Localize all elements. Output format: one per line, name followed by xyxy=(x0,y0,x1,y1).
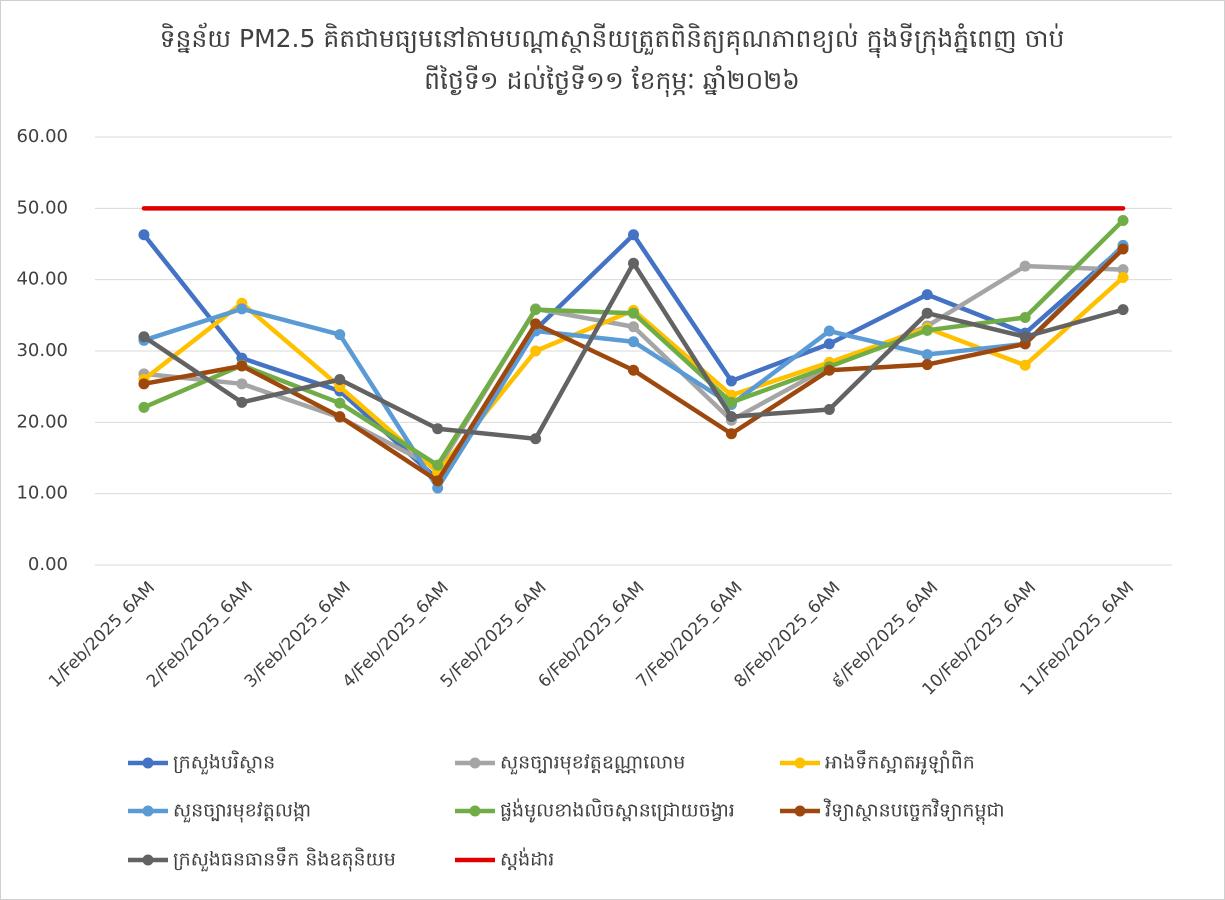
legend-label: ក្រសួងបរិស្ថាន xyxy=(173,750,275,776)
point xyxy=(1117,214,1129,226)
point xyxy=(138,229,150,241)
point xyxy=(1019,331,1031,343)
point xyxy=(334,411,346,423)
point xyxy=(334,397,346,409)
point xyxy=(236,396,248,408)
point xyxy=(530,304,542,316)
point xyxy=(334,329,346,341)
point xyxy=(1117,304,1129,316)
point xyxy=(1117,243,1129,255)
point xyxy=(1019,260,1031,272)
point xyxy=(921,289,933,301)
point xyxy=(1117,272,1129,284)
point xyxy=(921,349,933,361)
point xyxy=(1117,264,1129,276)
point xyxy=(628,307,639,319)
point xyxy=(236,360,248,372)
point xyxy=(725,375,737,387)
point xyxy=(725,396,737,408)
y-tick-label: 0.00 xyxy=(28,554,68,575)
legend-marker xyxy=(794,805,806,817)
chart-subtitle: ពីថ្ងៃទី១ ដល់ថ្ងៃទី១១ ខែកុម្ភៈ ឆ្នាំ២០២៦ xyxy=(424,65,800,97)
y-tick-label: 60.00 xyxy=(16,126,68,147)
legend-label: ផ្លង់មូលខាងលិចស្ពានជ្រោយចង្វារ xyxy=(500,798,735,824)
legend-label: ក្រសួងធនធានទឹក និងឧតុនិយម xyxy=(173,847,396,873)
point xyxy=(236,378,248,390)
point xyxy=(432,423,444,435)
point xyxy=(921,307,933,319)
point xyxy=(628,257,639,269)
point xyxy=(334,374,346,386)
point xyxy=(725,411,737,423)
point xyxy=(628,321,639,333)
point xyxy=(1019,311,1031,323)
legend-marker xyxy=(142,854,154,866)
point xyxy=(823,325,835,337)
point xyxy=(1019,359,1031,371)
y-tick-label: 50.00 xyxy=(16,197,68,218)
legend-marker xyxy=(142,805,154,817)
point xyxy=(432,475,444,487)
point xyxy=(628,364,639,376)
legend-marker xyxy=(469,805,481,817)
point xyxy=(921,324,933,336)
legend-marker xyxy=(469,757,481,769)
legend-marker xyxy=(794,757,806,769)
y-tick-label: 40.00 xyxy=(16,269,68,290)
point xyxy=(823,364,835,376)
point xyxy=(432,459,444,471)
point xyxy=(530,318,542,330)
point xyxy=(823,403,835,415)
point xyxy=(138,401,150,413)
chart-title: ទិន្នន័យ PM2.5 គិតជាមធ្យមនៅតាមបណ្ដាស្ថាន… xyxy=(160,22,1065,58)
legend-label: សួនច្បារមុខវត្តលង្កា xyxy=(173,800,311,824)
y-tick-label: 30.00 xyxy=(16,340,68,361)
point xyxy=(628,336,639,348)
point xyxy=(138,378,150,390)
point xyxy=(823,338,835,350)
legend-label: អាងទឹកស្អាតអូឡាំពិក xyxy=(825,750,975,776)
legend-label: វិទ្យាស្ថានបច្ចេកវិទ្យាកម្ពុជា xyxy=(823,798,1005,826)
point xyxy=(725,428,737,440)
point xyxy=(236,303,248,315)
point xyxy=(628,229,639,241)
y-tick-label: 20.00 xyxy=(16,411,68,432)
point xyxy=(921,359,933,371)
point xyxy=(138,331,150,343)
point xyxy=(530,345,542,357)
point xyxy=(530,433,542,445)
legend-marker xyxy=(142,757,154,769)
legend-label: សួនច្បារមុខវត្តឧណ្ណាលោម xyxy=(500,752,685,776)
legend-label: ស្តង់ដារ xyxy=(500,847,554,871)
y-tick-label: 10.00 xyxy=(16,483,68,504)
